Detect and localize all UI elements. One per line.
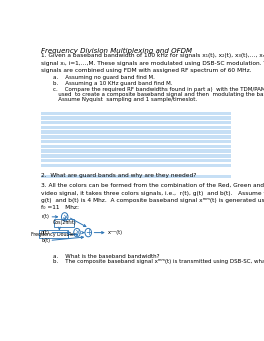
Bar — [41, 126, 232, 129]
Bar — [41, 145, 232, 148]
Text: b.    Assuming a 10 KHz guard band find M.: b. Assuming a 10 KHz guard band find M. — [53, 81, 173, 86]
Text: +: + — [85, 228, 92, 237]
Text: signals are combined using FDM with assigned RF spectrum of 60 MHz.: signals are combined using FDM with assi… — [41, 68, 252, 73]
Text: video signal, it takes three colors signals, i.e.,  r(t), g(t)  and b(t).   Assu: video signal, it takes three colors sign… — [41, 191, 264, 196]
Text: Assume Nyquist  sampling and 1 sample/timeslot.: Assume Nyquist sampling and 1 sample/tim… — [53, 98, 197, 102]
Bar — [41, 149, 232, 153]
Text: b.    The composite baseband signal xᵐᵐ(t) is transmitted using DSB-SC, what is : b. The composite baseband signal xᵐᵐ(t) … — [53, 259, 264, 264]
FancyBboxPatch shape — [54, 219, 74, 227]
Text: b(t): b(t) — [41, 238, 50, 243]
Text: 3. All the colors can be formed from the combination of the Red, Green and Blue.: 3. All the colors can be formed from the… — [41, 183, 264, 188]
Text: ×: × — [62, 214, 68, 220]
Bar — [41, 112, 232, 115]
Text: a.    Assuming no guard band find M.: a. Assuming no guard band find M. — [53, 75, 155, 80]
Text: Frequency Division Multiplexing and OFDM: Frequency Division Multiplexing and OFDM — [41, 47, 192, 54]
Bar — [41, 154, 232, 158]
Bar — [41, 159, 232, 162]
Text: r(t): r(t) — [41, 214, 49, 219]
Text: used  to create a composite baseband signal and then  modulating the baseband si: used to create a composite baseband sign… — [53, 92, 264, 97]
Bar — [41, 164, 232, 167]
FancyBboxPatch shape — [39, 230, 68, 238]
Text: signal xᵢ, i=1,…,M. These signals are modulated using DSB-SC modulation. The mod: signal xᵢ, i=1,…,M. These signals are mo… — [41, 61, 264, 65]
Text: g(t): g(t) — [41, 230, 50, 235]
Text: Frequency Doubler: Frequency Doubler — [31, 232, 76, 237]
Text: f₀ =11   Mhz:: f₀ =11 Mhz: — [41, 205, 79, 210]
Bar — [41, 131, 232, 134]
Bar — [41, 175, 232, 178]
Bar — [41, 140, 232, 143]
Text: c.    Compare the required RF bandwidths found in part a)  with the TDM/PAM case: c. Compare the required RF bandwidths fo… — [53, 87, 264, 92]
Bar — [41, 135, 232, 138]
Text: 1. Given a baseband bandwidth of 100 kHz for signals x₁(t), x₂(t), x₃(t),…, xₘ(t: 1. Given a baseband bandwidth of 100 kHz… — [41, 53, 264, 58]
Text: 2.  What are guard bands and why are they needed?: 2. What are guard bands and why are they… — [41, 173, 197, 178]
Text: xᵐᵐ(t): xᵐᵐ(t) — [108, 230, 123, 235]
Bar — [41, 121, 232, 124]
Text: ×: × — [74, 229, 80, 236]
Text: g(t)  and b(t) is 4 Mhz.  A composite baseband signal xᵐᵐ(t) is generated using : g(t) and b(t) is 4 Mhz. A composite base… — [41, 198, 264, 203]
Bar — [41, 116, 232, 120]
Text: Cos(2πf₀t): Cos(2πf₀t) — [52, 220, 76, 225]
Text: a.    What is the baseband bandwidth?: a. What is the baseband bandwidth? — [53, 254, 160, 259]
